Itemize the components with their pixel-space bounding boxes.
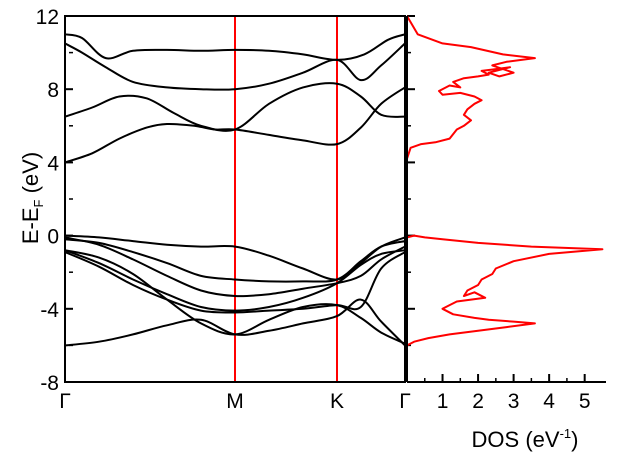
dos-x-tick-label: 5 — [579, 390, 591, 413]
kpath-label: K — [330, 390, 344, 413]
y-tick-label: 12 — [36, 6, 59, 29]
x-axis-title: DOS (eV-1) — [472, 426, 579, 452]
y-axis-title-unit: (eV) — [18, 152, 43, 200]
band-line — [64, 298, 406, 347]
y-ticks: -8 -4 0 4 8 12 — [36, 6, 73, 395]
band-line — [64, 33, 406, 61]
dos-x-tick-label: 3 — [508, 390, 520, 413]
band-line — [64, 251, 406, 314]
y-tick-label: -8 — [40, 372, 59, 395]
high-symmetry-lines — [234, 16, 338, 382]
x-axis-title-main: DOS (eV — [472, 427, 560, 452]
y-axis-title-main: E-E — [18, 207, 43, 244]
dos-y-ticks — [407, 15, 415, 383]
y-tick-label: 4 — [47, 152, 59, 175]
y-axis-title: E-EF (eV) — [18, 152, 46, 244]
y-axis-title-subscript: F — [31, 199, 46, 207]
x-axis-title-superscript: -1 — [560, 426, 572, 441]
dos-x-tick-label: 1 — [437, 390, 449, 413]
band-line — [64, 249, 406, 312]
band-line — [64, 249, 406, 345]
dos-line — [406, 15, 536, 160]
kpath-label: M — [226, 390, 244, 413]
y-tick-label: -4 — [40, 299, 59, 322]
band-line — [64, 236, 406, 298]
dos-x-tick-label: 4 — [543, 390, 555, 413]
svg-text:E-EF (eV): E-EF (eV) — [18, 152, 46, 244]
y-tick-label: 0 — [47, 226, 59, 249]
band-line — [64, 234, 406, 281]
band-plot-frame — [64, 15, 406, 383]
band-structure-panel: -8 -4 0 4 8 12 Γ M K Γ — [36, 6, 411, 413]
band-line — [64, 42, 406, 91]
y-tick-label: 8 — [47, 79, 59, 102]
dos-curves — [406, 15, 604, 347]
band-line — [64, 238, 406, 283]
dos-line — [406, 234, 604, 347]
x-axis-title-unit: ) — [571, 427, 578, 452]
kpath-label: Γ — [59, 390, 71, 413]
band-curves — [64, 33, 406, 347]
band-line — [64, 86, 406, 164]
kpath-label: Γ — [399, 390, 411, 413]
dos-x-tick-label: 2 — [472, 390, 484, 413]
